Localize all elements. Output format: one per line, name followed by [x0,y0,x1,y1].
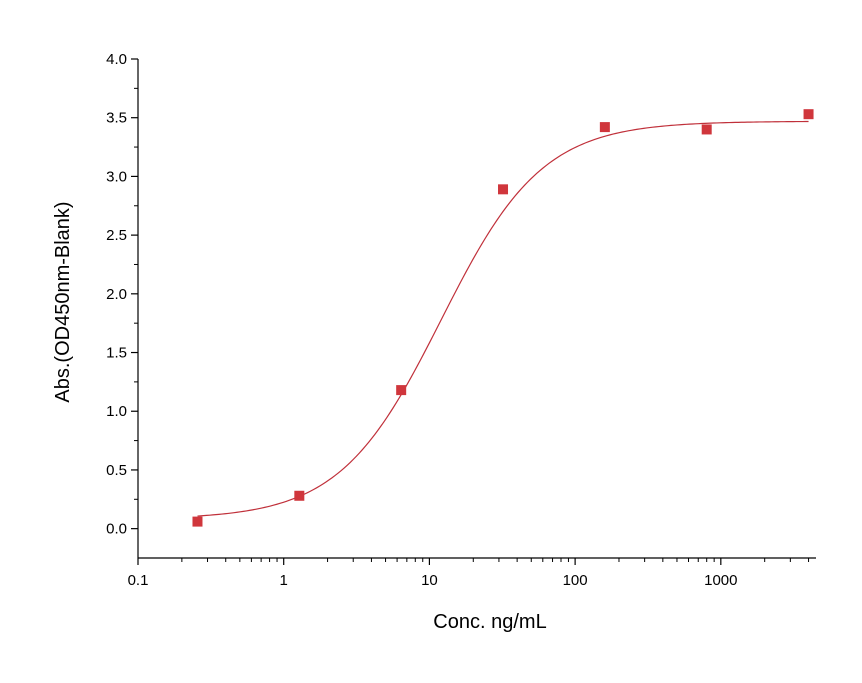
y-tick-label: 3.0 [106,168,127,185]
y-tick-label: 0.0 [106,521,127,538]
data-point [498,184,509,195]
y-tick-label: 2.0 [106,286,127,303]
y-tick-label: 1.0 [106,403,127,420]
data-point [599,122,610,133]
y-axis-title: Abs.(OD450nm-Blank) [52,201,74,402]
data-point [803,109,814,120]
y-tick-label: 2.5 [106,227,127,244]
x-axis-title: Conc. ng/mL [433,611,546,633]
fit-curve-layer [197,120,809,517]
x-tick-label: 100 [563,572,588,589]
data-point [192,516,203,527]
x-tick-label: 0.1 [128,572,149,589]
y-tick-label: 4.0 [106,51,127,68]
y-tick-label: 3.5 [106,110,127,127]
x-tick-label: 1 [280,572,288,589]
data-point [294,490,305,501]
axes: 0.0 0.5 1.0 1.5 2.0 2.5 3.0 3.5 4.0 0.1 1 10 100 1000 [106,51,816,589]
y-tick-label: 1.5 [106,345,127,362]
x-tick-label: 10 [421,572,438,589]
data-point [396,385,407,396]
data-point [701,124,712,135]
y-tick-label: 0.5 [106,462,127,479]
data-points-layer [192,109,814,527]
fit-curve [197,120,809,517]
x-tick-label: 1000 [704,572,737,589]
